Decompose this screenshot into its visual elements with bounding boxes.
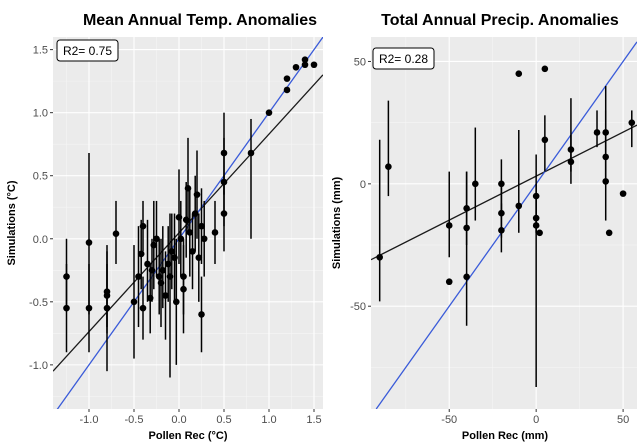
precipitation-data-points — [376, 65, 636, 387]
temperature-x-tick-label: -1.0 — [80, 414, 99, 426]
temperature-y-ticks: -1.0 -0.5 0.0 0.5 1.0 1.5 — [29, 45, 53, 372]
temperature-x-ticks: -1.0 -0.5 0.0 0.5 1.0 1.5 — [80, 409, 322, 426]
temperature-data-point — [112, 230, 120, 238]
precipitation-y-tick-label: -50 — [350, 301, 366, 313]
temperature-data-point — [283, 86, 291, 94]
temperature-x-tick-label: 1.0 — [261, 414, 276, 426]
temperature-data-point — [198, 311, 205, 318]
precipitation-data-point — [515, 202, 523, 210]
temperature-data-point — [162, 292, 169, 299]
temperature-data-point — [301, 56, 309, 63]
temperature-panel: Mean Annual Temp. Anomalies -1.0 -0.5 0.0 0… — [6, 12, 323, 442]
precipitation-y-tick-label: 0 — [360, 179, 366, 191]
temperature-data-point — [301, 61, 309, 69]
precipitation-data-point — [445, 222, 453, 229]
precipitation-data-point — [619, 190, 627, 197]
precipitation-data-point — [376, 253, 383, 261]
precipitation-data-point — [385, 163, 392, 171]
temperature-y-tick-label: 0.0 — [33, 234, 48, 246]
temperature-data-point — [139, 222, 147, 230]
precipitation-title: Total Annual Precip. Anomalies — [381, 12, 619, 29]
precipitation-plot-area — [371, 37, 637, 409]
precipitation-x-tick-label: -50 — [441, 414, 457, 426]
precipitation-panel: Total Annual Precip. Anomalies -50 0 50 -5… — [331, 12, 637, 442]
temperature-y-tick-label: -1.0 — [29, 360, 48, 372]
precipitation-data-point — [593, 129, 601, 136]
temperature-x-tick-label: 0.5 — [216, 414, 231, 426]
temperature-data-point — [173, 298, 180, 306]
precipitation-data-point — [472, 180, 479, 188]
temperature-data-point — [310, 61, 318, 69]
temperature-x-axis-label: Pollen Rec (°C) — [149, 430, 228, 442]
precipitation-data-point — [463, 224, 470, 232]
precipitation-y-axis-label: Simulations (mm) — [331, 177, 343, 270]
precipitation-data-point — [628, 119, 636, 126]
precipitation-x-axis-label: Pollen Rec (mm) — [462, 430, 549, 442]
temperature-data-point — [85, 304, 93, 312]
temperature-data-point — [220, 210, 228, 217]
temperature-data-point — [180, 285, 187, 293]
temperature-data-point — [200, 235, 208, 243]
temperature-data-point — [193, 191, 201, 198]
temperature-title: Mean Annual Temp. Anomalies — [83, 12, 317, 29]
precipitation-regression-line — [371, 124, 637, 261]
temperature-data-point — [292, 63, 300, 71]
temperature-data-point — [144, 260, 151, 268]
precipitation-r2-label: R2= 0.28 — [379, 52, 428, 66]
precipitation-x-ticks: -50 0 50 — [441, 409, 629, 426]
temperature-x-tick-label: 1.5 — [306, 414, 321, 426]
temperature-data-point — [135, 273, 142, 280]
temperature-data-point — [186, 229, 194, 236]
temperature-data-point — [130, 298, 138, 306]
temperature-data-points — [63, 56, 318, 378]
precipitation-data-point — [532, 222, 540, 229]
temperature-data-point — [168, 248, 176, 255]
temperature-data-point — [150, 241, 158, 249]
temperature-data-point — [103, 304, 111, 312]
precipitation-data-point — [536, 229, 543, 237]
temperature-data-point — [177, 235, 185, 243]
precipitation-data-point — [567, 158, 575, 166]
temperature-x-tick-label: -0.5 — [125, 414, 144, 426]
temperature-r2-box: R2= 0.75 — [56, 39, 119, 62]
temperature-data-point — [247, 149, 255, 157]
temperature-data-point — [63, 304, 70, 312]
precipitation-fit-lines — [371, 41, 637, 409]
precipitation-one-to-one-line — [375, 41, 637, 409]
precipitation-x-tick-label: 50 — [617, 414, 629, 426]
precipitation-data-point — [602, 178, 610, 185]
temperature-data-point — [265, 109, 273, 116]
temperature-y-tick-label: 1.5 — [33, 45, 48, 57]
temperature-data-point — [189, 248, 196, 255]
temperature-data-point — [137, 250, 145, 258]
temperature-y-tick-label: 0.5 — [33, 171, 48, 183]
temperature-x-tick-label: 0.0 — [171, 414, 186, 426]
temperature-data-point — [139, 304, 147, 312]
temperature-data-point — [283, 75, 291, 82]
temperature-data-point — [85, 239, 93, 246]
precipitation-data-point — [541, 136, 549, 144]
temperature-data-point — [211, 229, 219, 236]
temperature-data-point — [159, 266, 167, 274]
temperature-y-axis-label: Simulations (°C) — [6, 180, 18, 265]
temperature-data-point — [198, 222, 205, 230]
temperature-y-tick-label: -0.5 — [29, 297, 48, 309]
temperature-data-point — [153, 235, 160, 243]
precipitation-y-ticks: -50 0 50 — [350, 56, 371, 313]
precipitation-data-point — [541, 65, 549, 73]
precipitation-data-point — [445, 278, 453, 286]
precipitation-data-point — [463, 273, 470, 281]
precipitation-x-tick-label: 0 — [533, 414, 539, 426]
precipitation-r2-box: R2= 0.28 — [372, 47, 435, 70]
temperature-data-point — [220, 149, 228, 157]
precipitation-data-point — [515, 70, 523, 78]
precipitation-data-point — [498, 227, 505, 234]
temperature-data-point — [195, 254, 203, 261]
precipitation-data-point — [605, 229, 613, 237]
temperature-r2-label: R2= 0.75 — [63, 44, 112, 58]
temperature-y-tick-label: 1.0 — [33, 108, 48, 120]
precipitation-y-tick-label: 50 — [354, 56, 366, 68]
